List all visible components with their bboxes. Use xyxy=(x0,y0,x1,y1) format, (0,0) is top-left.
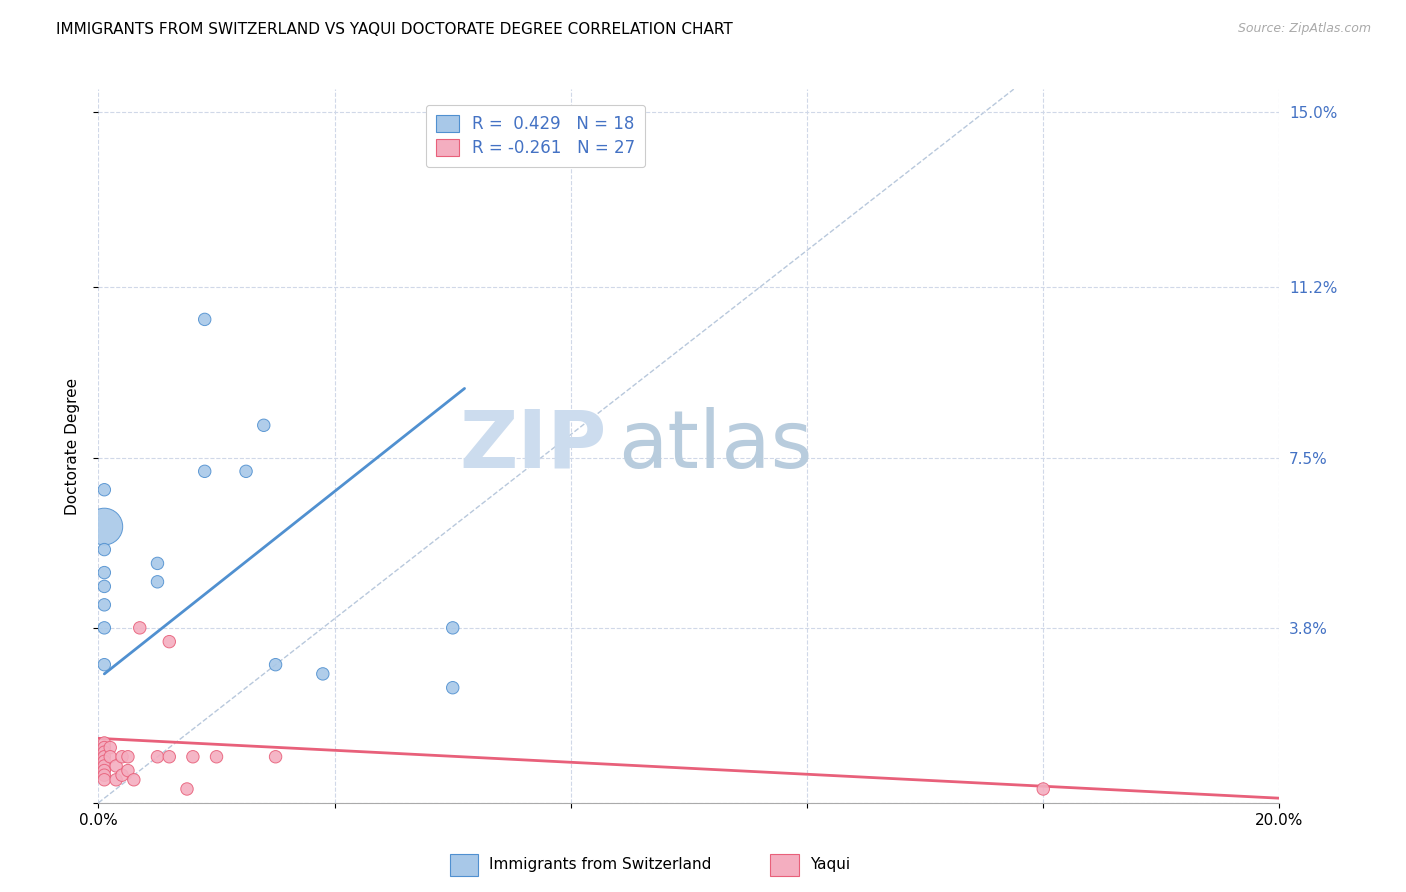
Point xyxy=(176,782,198,797)
Point xyxy=(194,312,217,326)
Point xyxy=(146,574,169,589)
Point xyxy=(93,745,115,759)
Point xyxy=(146,749,169,764)
Point xyxy=(146,557,169,571)
Point xyxy=(235,464,257,478)
Point xyxy=(93,768,115,782)
Point xyxy=(93,759,115,773)
FancyBboxPatch shape xyxy=(450,854,478,876)
Point xyxy=(157,634,180,648)
Text: Immigrants from Switzerland: Immigrants from Switzerland xyxy=(489,857,711,872)
Point xyxy=(128,621,150,635)
Point xyxy=(98,749,121,764)
Point xyxy=(93,772,115,787)
Point xyxy=(441,681,464,695)
Legend: R =  0.429   N = 18, R = -0.261   N = 27: R = 0.429 N = 18, R = -0.261 N = 27 xyxy=(426,104,645,167)
FancyBboxPatch shape xyxy=(770,854,799,876)
Point xyxy=(93,736,115,750)
Point xyxy=(93,740,115,755)
Point xyxy=(264,749,287,764)
Text: atlas: atlas xyxy=(619,407,813,485)
Point xyxy=(122,772,145,787)
Point xyxy=(312,666,335,681)
Point xyxy=(93,621,115,635)
Point xyxy=(93,749,115,764)
Text: ZIP: ZIP xyxy=(458,407,606,485)
Point xyxy=(93,483,115,497)
Point xyxy=(93,657,115,672)
Point xyxy=(111,768,134,782)
Point xyxy=(93,542,115,557)
Point xyxy=(105,759,128,773)
Point xyxy=(105,772,128,787)
Point xyxy=(264,657,287,672)
Point xyxy=(441,621,464,635)
Point xyxy=(93,579,115,593)
Point xyxy=(157,749,180,764)
Point xyxy=(1032,782,1054,797)
Point xyxy=(194,464,217,478)
Point xyxy=(98,740,121,755)
Text: Source: ZipAtlas.com: Source: ZipAtlas.com xyxy=(1237,22,1371,36)
Text: Yaqui: Yaqui xyxy=(810,857,851,872)
Point xyxy=(117,764,139,778)
Point xyxy=(253,418,276,433)
Point xyxy=(111,749,134,764)
Point xyxy=(93,519,115,533)
Point xyxy=(93,755,115,769)
Text: IMMIGRANTS FROM SWITZERLAND VS YAQUI DOCTORATE DEGREE CORRELATION CHART: IMMIGRANTS FROM SWITZERLAND VS YAQUI DOC… xyxy=(56,22,733,37)
Point xyxy=(93,566,115,580)
Y-axis label: Doctorate Degree: Doctorate Degree xyxy=(65,377,80,515)
Point xyxy=(181,749,204,764)
Point xyxy=(93,764,115,778)
Point xyxy=(205,749,228,764)
Point xyxy=(117,749,139,764)
Point xyxy=(93,598,115,612)
